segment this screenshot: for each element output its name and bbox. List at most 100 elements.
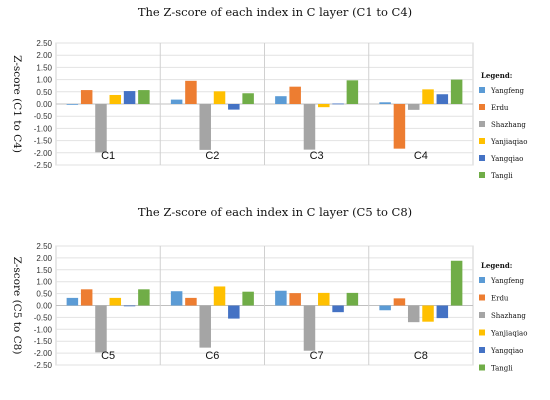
chart-title: The Z-score of each index in C layer (C1… xyxy=(138,5,412,19)
legend-swatch-tangli xyxy=(479,172,485,178)
chart-panel-2: The Z-score of each index in C layer (C5… xyxy=(11,205,527,373)
bar-yanjiaqiao-c1 xyxy=(109,94,122,104)
bar-yanjiaqiao-c5 xyxy=(109,297,122,306)
legend-swatch-shazhang xyxy=(479,121,485,127)
legend-label-yanjiaqiao: Yanjiaqiao xyxy=(490,330,527,338)
y-tick-label: -1.00 xyxy=(34,124,53,133)
bar-shazhang-c8 xyxy=(407,305,420,323)
bar-erdu-c1 xyxy=(80,90,93,104)
bar-tangli-c1 xyxy=(138,90,150,104)
bar-shazhang-c5 xyxy=(95,305,107,353)
y-tick-label: -2.00 xyxy=(34,149,53,158)
legend-title: Legend: xyxy=(481,71,512,80)
bar-erdu-c2 xyxy=(185,80,197,104)
bar-erdu-c5 xyxy=(80,289,93,306)
bar-tangli-c2 xyxy=(242,93,254,104)
bar-yanjiaqiao-c6 xyxy=(213,286,226,306)
bar-yanjiaqiao-c3 xyxy=(318,104,330,108)
bar-yangqiao-c6 xyxy=(228,305,240,319)
bar-erdu-c3 xyxy=(289,86,301,104)
legend-swatch-yangfeng xyxy=(479,277,485,283)
legend-label-tangli: Tangli xyxy=(491,172,514,180)
legend-label-yangqiao: Yangqiao xyxy=(490,347,523,355)
y-tick-label: 1.00 xyxy=(36,76,52,85)
category-label: C8 xyxy=(414,350,428,362)
bar-yangfeng-c1 xyxy=(66,104,79,105)
bar-yangqiao-c2 xyxy=(228,104,240,110)
bar-shazhang-c3 xyxy=(303,104,316,150)
legend-label-erdu: Erdu xyxy=(491,295,509,303)
y-tick-label: -2.50 xyxy=(34,361,53,370)
bar-tangli-c6 xyxy=(242,291,254,306)
bar-tangli-c4 xyxy=(450,79,463,104)
y-tick-label: -0.50 xyxy=(34,313,53,322)
legend-swatch-yangqiao xyxy=(479,155,485,161)
bar-yangqiao-c4 xyxy=(436,94,449,104)
y-tick-label: -2.00 xyxy=(34,349,53,358)
category-label: C3 xyxy=(310,150,324,162)
bar-yangfeng-c3 xyxy=(275,96,287,104)
bar-erdu-c8 xyxy=(393,298,406,306)
y-axis-label: Z-score (C1 to C4) xyxy=(11,55,23,153)
category-label: C4 xyxy=(414,150,428,162)
bar-yanjiaqiao-c7 xyxy=(318,292,330,306)
legend-label-erdu: Erdu xyxy=(491,104,509,112)
y-tick-label: 2.00 xyxy=(36,51,52,60)
bar-yanjiaqiao-c8 xyxy=(422,305,434,322)
y-tick-label: 1.50 xyxy=(36,63,52,72)
legend-swatch-yanjiaqiao xyxy=(479,329,485,336)
bar-yangqiao-c1 xyxy=(123,91,136,104)
y-tick-label: 1.00 xyxy=(36,278,52,287)
y-tick-label: -2.50 xyxy=(34,161,53,170)
y-tick-label: 0.50 xyxy=(36,290,52,299)
bar-tangli-c7 xyxy=(346,292,359,306)
legend-swatch-yangqiao xyxy=(479,347,485,353)
legend-swatch-erdu xyxy=(479,294,485,301)
legend-swatch-yanjiaqiao xyxy=(479,138,485,144)
bar-yangfeng-c5 xyxy=(66,297,79,306)
legend-label-shazhang: Shazhang xyxy=(491,121,526,129)
legend-label-yangfeng: Yangfeng xyxy=(490,87,524,95)
legend-swatch-erdu xyxy=(479,104,485,110)
y-tick-label: -0.50 xyxy=(34,112,53,121)
y-axis-label: Z-score (C5 to C8) xyxy=(11,257,23,355)
category-label: C7 xyxy=(310,350,324,362)
legend-label-tangli: Tangli xyxy=(491,365,514,373)
y-tick-label: 2.50 xyxy=(36,242,52,251)
bar-erdu-c7 xyxy=(289,293,301,306)
chart-title: The Z-score of each index in C layer (C5… xyxy=(138,205,412,219)
y-tick-label: 1.50 xyxy=(36,266,52,275)
bar-erdu-c4 xyxy=(393,104,406,149)
y-tick-label: 0.50 xyxy=(36,88,52,97)
legend-label-yangqiao: Yangqiao xyxy=(490,155,523,163)
y-tick-label: 2.00 xyxy=(36,254,52,263)
y-tick-label: 0.00 xyxy=(36,302,52,311)
category-label: C1 xyxy=(101,150,115,162)
chart-panel-1: The Z-score of each index in C layer (C1… xyxy=(11,5,527,180)
legend-swatch-yangfeng xyxy=(479,87,485,93)
bar-yanjiaqiao-c2 xyxy=(213,91,226,104)
bar-erdu-c6 xyxy=(185,297,197,306)
bar-tangli-c8 xyxy=(450,260,463,306)
legend-title: Legend: xyxy=(481,261,512,270)
bar-shazhang-c7 xyxy=(303,305,316,351)
legend-label-yangfeng: Yangfeng xyxy=(490,277,524,285)
bar-yangqiao-c5 xyxy=(123,305,136,307)
bar-yangfeng-c4 xyxy=(379,102,391,104)
legend-swatch-tangli xyxy=(479,364,485,371)
bar-shazhang-c4 xyxy=(407,104,420,110)
category-label: C6 xyxy=(205,350,219,362)
y-tick-label: 0.00 xyxy=(36,100,52,109)
bar-yangqiao-c8 xyxy=(436,305,449,319)
category-label: C5 xyxy=(101,350,115,362)
bar-shazhang-c6 xyxy=(199,305,211,348)
bar-yangfeng-c6 xyxy=(170,291,183,306)
y-tick-label: -1.50 xyxy=(34,337,53,346)
y-tick-label: -1.50 xyxy=(34,137,53,146)
legend-swatch-shazhang xyxy=(479,312,485,318)
legend-label-shazhang: Shazhang xyxy=(491,312,526,320)
bar-yangqiao-c7 xyxy=(332,305,344,313)
bar-yangfeng-c8 xyxy=(379,305,391,311)
category-label: C2 xyxy=(205,150,219,162)
